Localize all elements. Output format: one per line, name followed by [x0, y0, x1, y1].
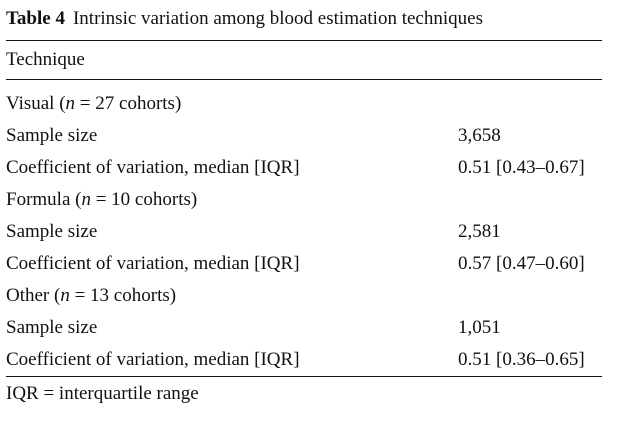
- group-count: = 13 cohorts): [69, 285, 177, 306]
- table-footnote: IQR = interquartile range: [6, 383, 199, 404]
- table-row: Sample size 3,658: [6, 120, 602, 152]
- group-name: Other: [6, 285, 50, 306]
- top-rule: [6, 40, 602, 41]
- row-value: 1,051: [458, 317, 501, 338]
- group-name: Formula: [6, 189, 71, 210]
- row-value: 2,581: [458, 221, 501, 242]
- row-label: Coefficient of variation, median [IQR]: [6, 253, 300, 274]
- table-4: Table 4 Intrinsic variation among blood e…: [6, 6, 602, 411]
- table-body: Visual (n = 27 cohorts) Sample size 3,65…: [6, 80, 602, 376]
- caption-label: Table 4: [6, 8, 65, 29]
- row-value: 3,658: [458, 125, 501, 146]
- row-value: 0.51 [0.36–0.65]: [458, 349, 585, 370]
- group-formula-heading: Formula (n = 10 cohorts): [6, 189, 198, 210]
- row-value: 0.51 [0.43–0.67]: [458, 157, 585, 178]
- group-count: = 10 cohorts): [90, 189, 198, 210]
- row-label: Coefficient of variation, median [IQR]: [6, 349, 300, 370]
- row-label: Sample size: [6, 317, 98, 338]
- bottom-rule: [6, 376, 602, 377]
- caption-text: Intrinsic variation among blood estimati…: [72, 8, 483, 29]
- n-symbol: n: [60, 285, 70, 306]
- n-symbol: n: [81, 189, 91, 210]
- table-row: Coefficient of variation, median [IQR] 0…: [6, 344, 602, 376]
- row-label: Coefficient of variation, median [IQR]: [6, 157, 300, 178]
- group-count: = 27 cohorts): [75, 93, 182, 114]
- table-row: Coefficient of variation, median [IQR] 0…: [6, 152, 602, 184]
- table-row: Sample size 1,051: [6, 312, 602, 344]
- table-row: Coefficient of variation, median [IQR] 0…: [6, 248, 602, 280]
- group-visual-heading: Visual (n = 27 cohorts): [6, 93, 182, 114]
- table-row: Sample size 2,581: [6, 216, 602, 248]
- group-name: Visual: [6, 93, 55, 114]
- group-other-heading: Other (n = 13 cohorts): [6, 285, 177, 306]
- row-value: 0.57 [0.47–0.60]: [458, 253, 585, 274]
- row-label: Sample size: [6, 221, 98, 242]
- table-header: Technique: [6, 41, 602, 79]
- table-caption: Table 4 Intrinsic variation among blood e…: [6, 6, 602, 36]
- n-symbol: n: [65, 93, 76, 114]
- header-rule: [6, 79, 602, 80]
- header-technique: Technique: [6, 49, 85, 70]
- row-label: Sample size: [6, 125, 98, 146]
